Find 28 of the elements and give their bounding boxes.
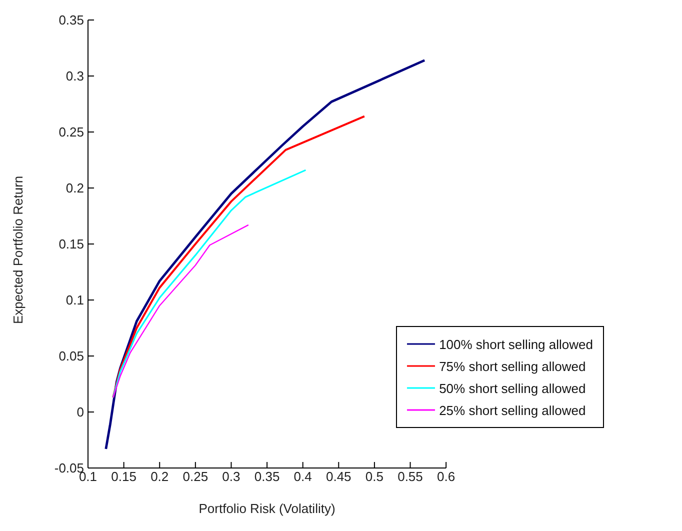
x-tick-label: 0.35 <box>254 469 280 484</box>
x-axis-title: Portfolio Risk (Volatility) <box>198 501 336 516</box>
y-tick-label: 0.25 <box>58 124 84 140</box>
x-tick-label: 0.6 <box>437 469 456 484</box>
x-tick-label: 0.5 <box>365 469 384 484</box>
legend-label: 100% short selling allowed <box>439 336 593 352</box>
x-tick-label: 0.55 <box>398 469 423 484</box>
x-tick-label: 0.15 <box>111 469 136 484</box>
y-tick-label: 0.05 <box>58 348 84 364</box>
x-tick-label: 0.4 <box>294 469 312 484</box>
x-tick-label: 0.45 <box>326 469 352 484</box>
legend-label: 50% short selling allowed <box>439 380 586 396</box>
x-tick-label: 0.25 <box>182 469 208 484</box>
y-axis-title: Expected Portfolio Return <box>10 176 26 324</box>
y-tick-label: 0.15 <box>58 236 84 252</box>
line-series <box>112 169 306 398</box>
y-tick-label: 0.3 <box>66 68 84 84</box>
y-tick-label: 0.35 <box>58 12 84 28</box>
line-series <box>104 59 426 450</box>
legend-label: 25% short selling allowed <box>439 402 586 418</box>
line-series <box>112 224 250 398</box>
line-series <box>112 115 366 398</box>
y-tick-label: 0.2 <box>66 180 84 196</box>
y-tick-label: 0.1 <box>66 292 84 308</box>
x-tick-label: 0.3 <box>222 469 240 484</box>
x-tick-label: 0.2 <box>150 469 169 484</box>
legend-label: 75% short selling allowed <box>439 358 586 374</box>
y-tick-label: 0 <box>76 404 84 420</box>
